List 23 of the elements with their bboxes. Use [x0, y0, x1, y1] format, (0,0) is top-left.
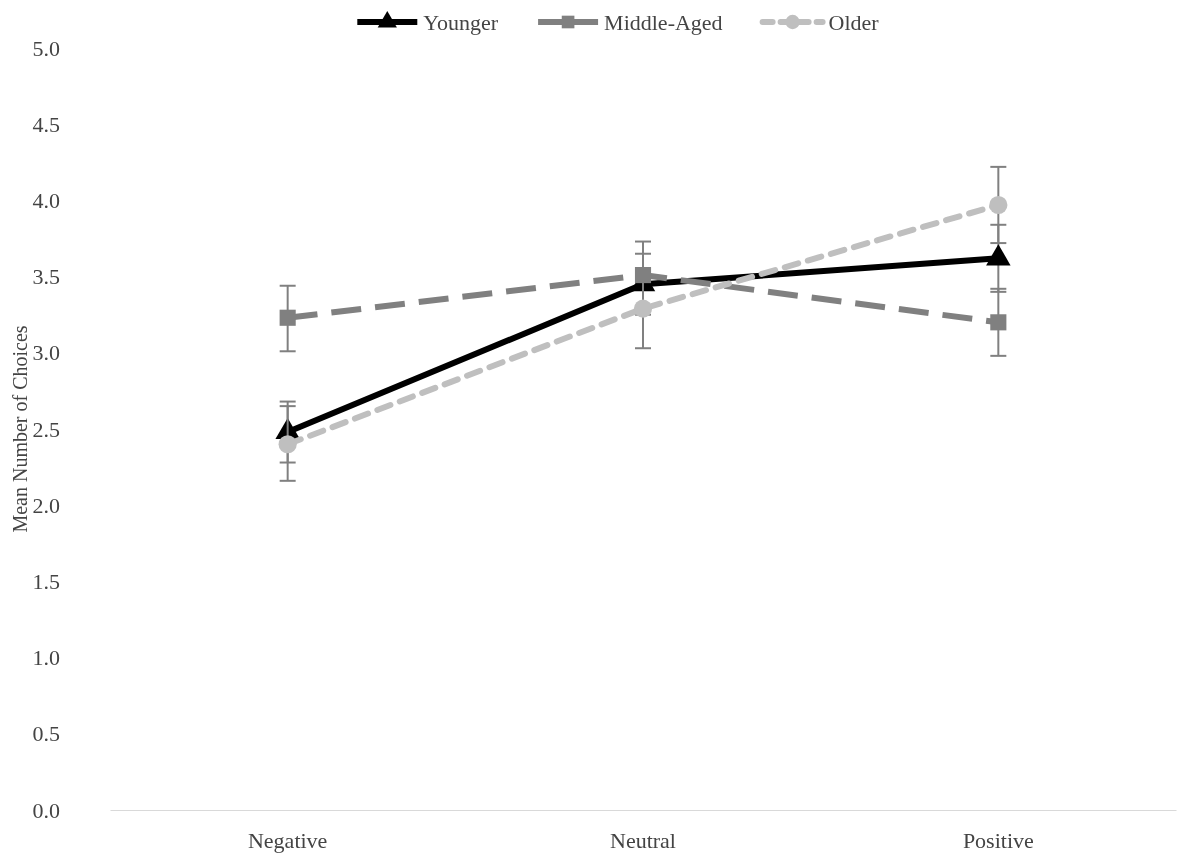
x-tick-label: Negative	[247, 827, 328, 853]
legend-label: Younger	[423, 9, 499, 35]
point	[633, 299, 653, 318]
y-tick-label: 4.5	[32, 111, 60, 137]
y-tick-label: 4.0	[32, 187, 60, 213]
y-tick-label: 1.0	[32, 645, 60, 671]
point	[989, 195, 1008, 215]
legend-label: Middle-Aged	[604, 9, 723, 35]
y-axis-title: Mean Number of Choices	[9, 325, 31, 533]
legend-label: Older	[828, 9, 880, 35]
y-tick-label: 0.5	[32, 721, 60, 747]
y-tick-label: 3.5	[32, 264, 60, 290]
point	[279, 309, 296, 326]
x-tick-label: Positive	[962, 827, 1034, 853]
y-tick-label: 1.5	[32, 568, 60, 594]
y-tick-label: 3.0	[32, 340, 60, 366]
x-tick-label: Neutral	[610, 827, 676, 853]
point	[990, 314, 1007, 331]
y-tick-label: 5.0	[32, 35, 60, 61]
y-tick-label: 2.0	[32, 492, 60, 518]
y-tick-label: 0.0	[32, 797, 60, 823]
point	[278, 435, 297, 454]
y-tick-label: 2.5	[32, 416, 60, 442]
